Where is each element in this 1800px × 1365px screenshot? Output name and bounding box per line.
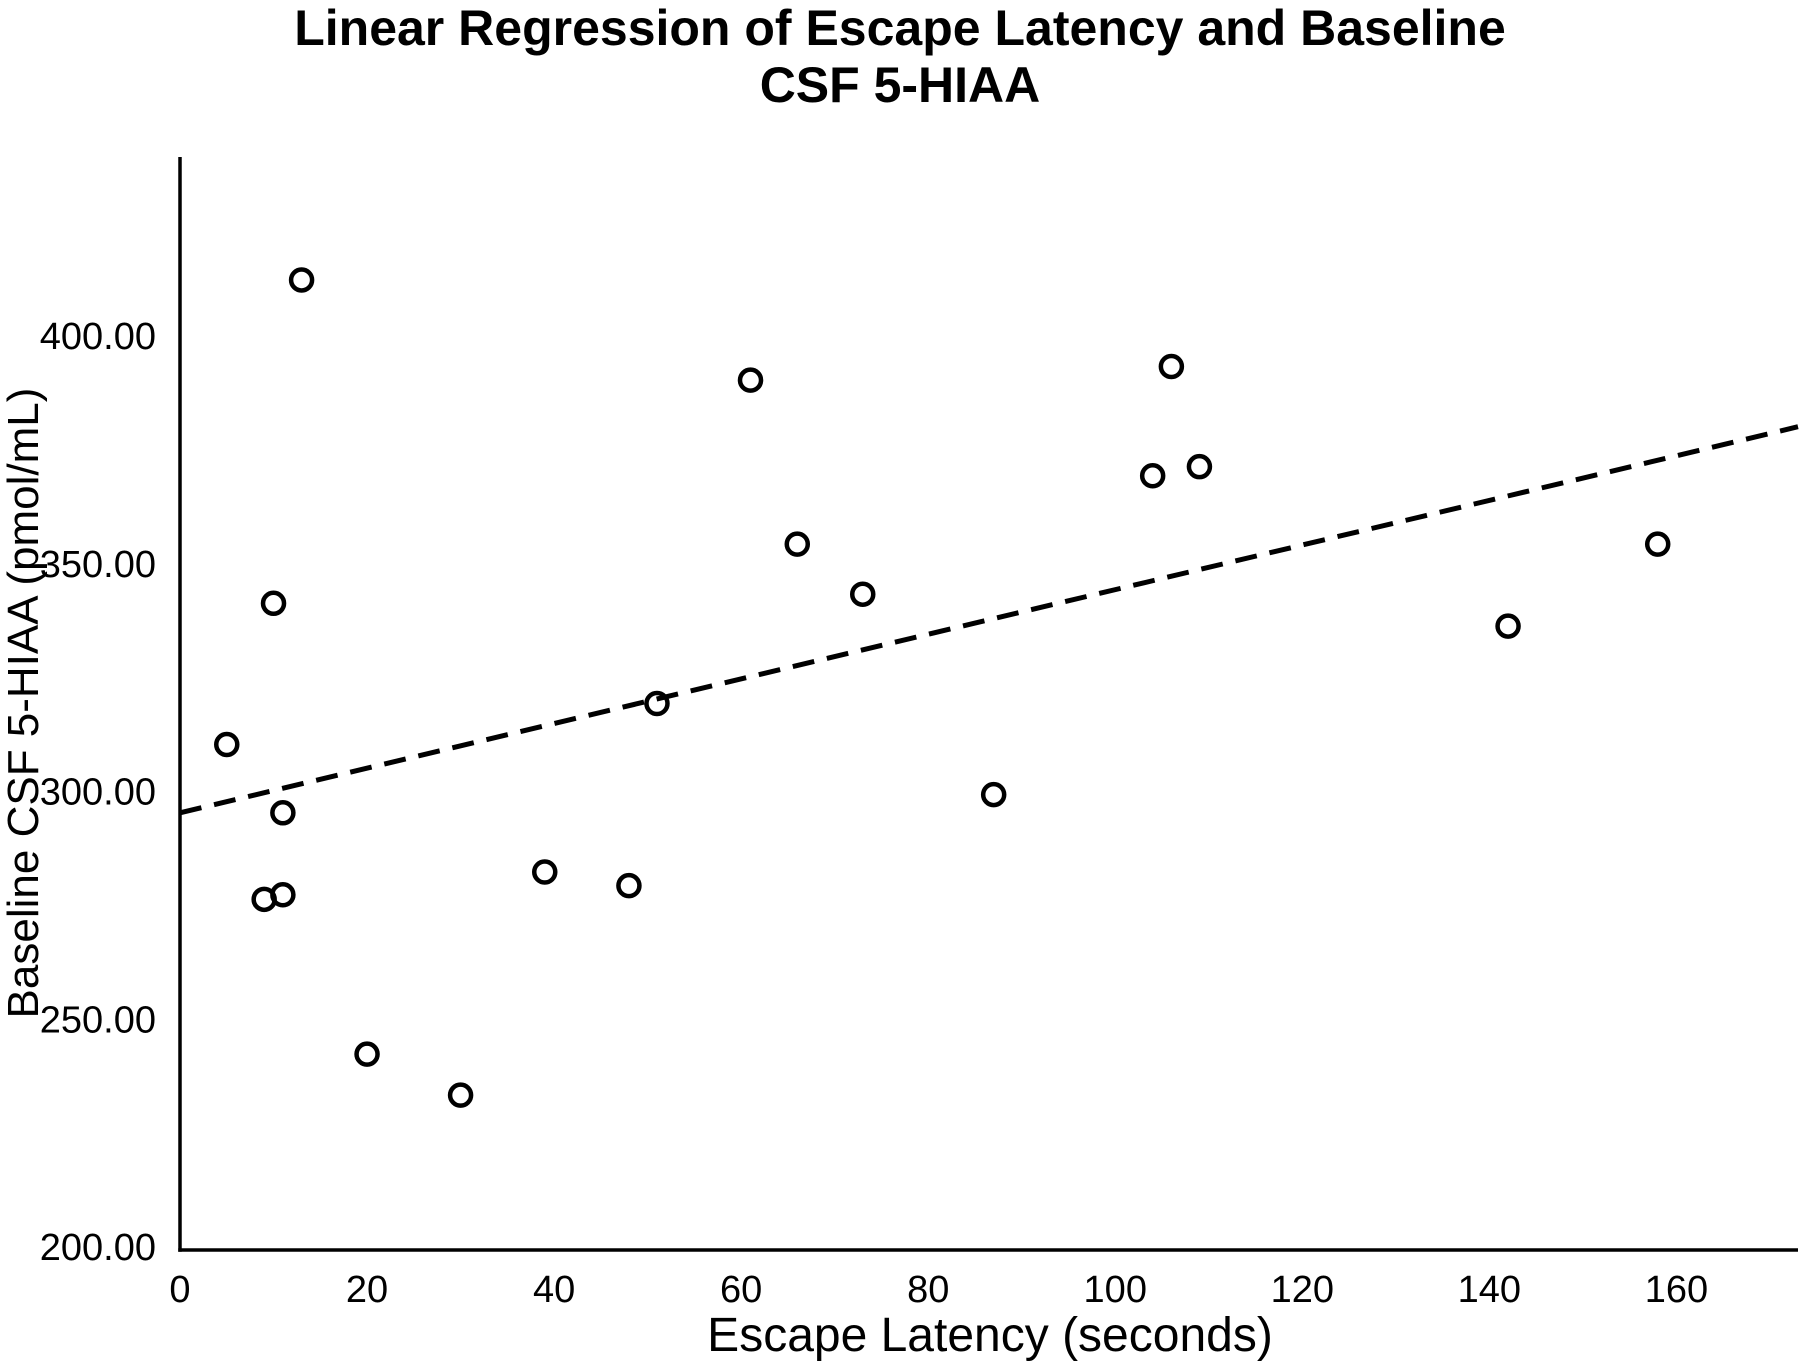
data-point	[288, 267, 315, 293]
x-tick-label: 60	[720, 1269, 762, 1311]
x-tick-label: 80	[907, 1269, 949, 1311]
data-point	[644, 690, 670, 717]
trendline	[179, 424, 1799, 816]
y-tick-label: 400.00	[40, 316, 156, 358]
data-point	[784, 531, 811, 557]
chart-title-line1: Linear Regression of Escape Latency and …	[294, 0, 1506, 56]
data-point	[354, 1041, 380, 1067]
y-tick-label: 350.00	[40, 544, 156, 586]
x-tick-label: 20	[346, 1269, 388, 1311]
data-point	[447, 1082, 474, 1108]
data-point	[980, 781, 1007, 808]
data-point	[270, 800, 296, 826]
data-point	[214, 731, 240, 758]
chart-title: Linear Regression of Escape Latency and …	[0, 0, 1800, 114]
x-tick-label: 140	[1458, 1269, 1521, 1311]
data-point	[849, 581, 876, 607]
x-tick-label: 120	[1271, 1269, 1334, 1311]
data-point	[1495, 613, 1521, 639]
data-point	[260, 590, 287, 617]
data-point	[532, 859, 558, 885]
y-tick-label: 250.00	[40, 999, 156, 1041]
x-tick-label: 160	[1645, 1269, 1708, 1311]
chart-title-line2: CSF 5-HIAA	[759, 57, 1041, 113]
data-point	[1186, 453, 1213, 480]
x-tick-label: 100	[1084, 1269, 1147, 1311]
data-point	[616, 872, 642, 899]
data-point	[1158, 353, 1185, 380]
data-point	[270, 882, 296, 908]
data-point	[737, 367, 764, 393]
x-tick-label: 40	[533, 1269, 575, 1311]
data-point	[1644, 531, 1671, 557]
y-tick-label: 300.00	[40, 772, 156, 814]
x-tick-label: 0	[169, 1269, 190, 1311]
data-point	[1139, 463, 1166, 489]
y-tick-label: 200.00	[40, 1227, 156, 1269]
x-axis-label: Escape Latency (seconds)	[707, 1309, 1273, 1362]
